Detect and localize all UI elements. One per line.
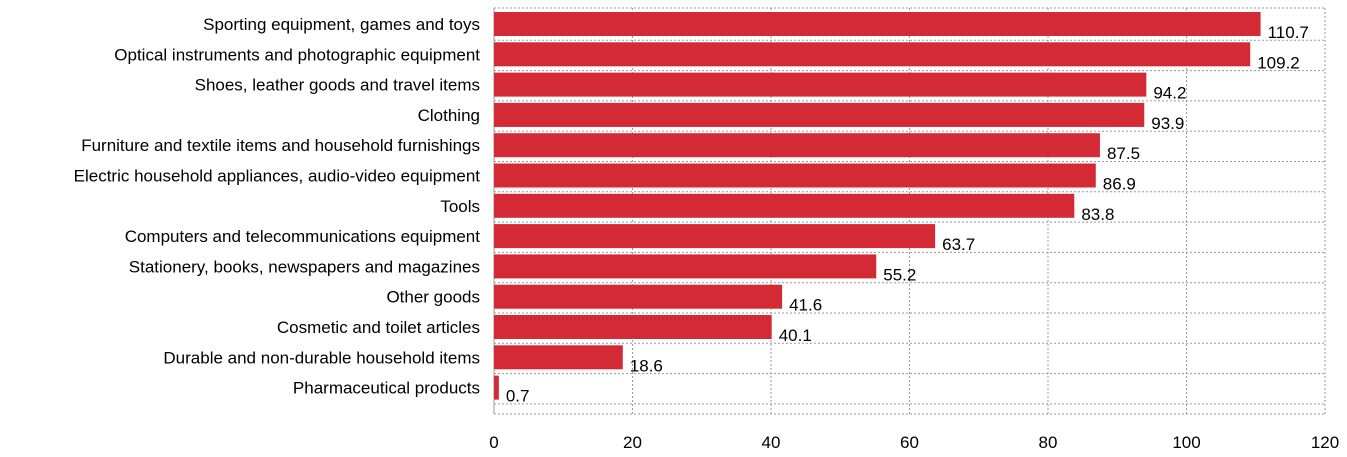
bars	[494, 12, 1261, 400]
x-tick-label: 0	[489, 433, 498, 452]
x-tick-label: 20	[623, 433, 642, 452]
category-label: Optical instruments and photographic equ…	[114, 45, 480, 64]
grid	[493, 7, 1326, 415]
category-label: Computers and telecommunications equipme…	[125, 227, 481, 246]
value-label: 93.9	[1151, 114, 1184, 133]
bar	[494, 12, 1261, 36]
x-axis-ticks: 0 20 40 60 80 100 120	[489, 433, 1339, 452]
value-label: 0.7	[506, 387, 530, 406]
bar	[494, 102, 1145, 127]
category-label: Cosmetic and toilet articles	[277, 318, 480, 337]
value-label: 94.2	[1153, 84, 1186, 103]
category-label: Stationery, books, newspapers and magazi…	[129, 257, 480, 276]
category-label: Tools	[440, 197, 480, 216]
x-tick-label: 80	[1039, 433, 1058, 452]
category-label: Durable and non-durable household items	[163, 348, 480, 367]
bar	[494, 163, 1096, 188]
value-label: 40.1	[779, 326, 812, 345]
value-label: 87.5	[1107, 144, 1140, 163]
bar	[494, 375, 499, 400]
category-label: Sporting equipment, games and toys	[203, 15, 480, 34]
category-label: Clothing	[418, 106, 480, 125]
value-label: 83.8	[1081, 205, 1114, 224]
category-label: Furniture and textile items and househol…	[81, 136, 480, 155]
x-tick-label: 60	[900, 433, 919, 452]
bar	[494, 284, 783, 309]
category-labels: Sporting equipment, games and toys Optica…	[74, 15, 481, 398]
x-tick-label: 40	[762, 433, 781, 452]
value-labels: 110.7 109.2 94.2 93.9 87.5 86.9 83.8 63.7 55.2 41…	[506, 23, 1309, 406]
bar	[494, 72, 1147, 97]
x-tick-label: 100	[1172, 433, 1200, 452]
value-label: 55.2	[883, 265, 916, 284]
value-label: 18.6	[630, 356, 663, 375]
bar	[494, 193, 1075, 218]
bar	[494, 42, 1251, 67]
bar	[494, 224, 936, 249]
bar	[494, 133, 1100, 158]
category-label: Other goods	[386, 288, 480, 307]
value-label: 41.6	[789, 296, 822, 315]
x-tick-label: 120	[1311, 433, 1339, 452]
bar	[494, 315, 772, 339]
value-label: 110.7	[1268, 23, 1309, 42]
value-label: 86.9	[1103, 175, 1136, 194]
bar	[494, 254, 877, 279]
category-label: Electric household appliances, audio-vid…	[74, 167, 481, 186]
value-label: 63.7	[942, 235, 975, 254]
category-label: Shoes, leather goods and travel items	[195, 76, 480, 95]
bar	[494, 345, 623, 370]
value-label: 109.2	[1257, 53, 1300, 72]
category-label: Pharmaceutical products	[293, 379, 480, 398]
